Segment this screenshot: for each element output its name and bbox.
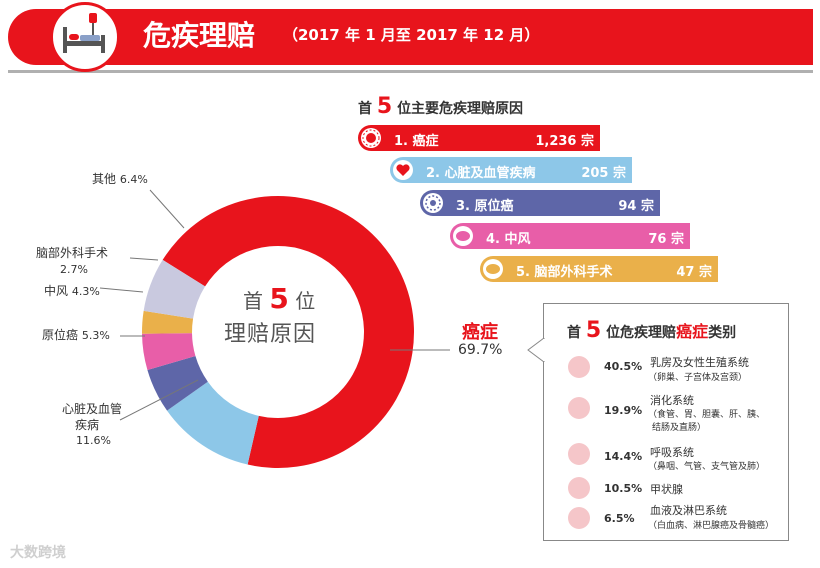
slice-insitu [147, 356, 208, 411]
stomach-icon [568, 397, 590, 419]
top5-bar-value: 205 宗 [581, 166, 626, 181]
slice-cancer [162, 196, 414, 468]
panel-title-post: 类别 [708, 325, 737, 341]
panel-title-pre: 首 [567, 325, 581, 341]
label-brain-pct: 2.7% [60, 263, 88, 276]
brain-stroke-icon [453, 226, 473, 246]
row-sub: （食管、胃、胆囊、肝、胰、 [648, 410, 766, 420]
top5-bar-3: 3. 原位癌 94 宗 [420, 190, 660, 216]
top5-bar-label: 3. 原位癌 [456, 199, 514, 214]
top5-bar-2: 2. 心脏及血管疾病 205 宗 [390, 157, 632, 183]
row-pct: 19.9% [604, 404, 643, 417]
row-pct: 10.5% [604, 482, 643, 495]
label-insitu-pct: 5.3% [81, 329, 110, 342]
label-stroke-pct: 4.3% [71, 285, 100, 298]
leader-other [149, 189, 185, 229]
row-name: 消化系统 [650, 394, 694, 407]
cell-icon [423, 193, 443, 213]
label-insitu: 原位癌 5.3% [42, 326, 110, 343]
label-other-name: 其他 [92, 172, 117, 186]
leader-stroke [99, 287, 144, 293]
uterus-icon [568, 356, 590, 378]
virus-icon [361, 128, 381, 148]
panel-title-mid: 位危疾理赔 [606, 325, 677, 341]
row-sub: （卵巢、子宫体及宫颈） [648, 373, 748, 383]
thyroid-icon [568, 477, 590, 499]
top5-bar-label: 4. 中风 [486, 232, 531, 247]
header-banner [8, 9, 813, 65]
top5-bar-label: 5. 脑部外科手术 [516, 265, 613, 280]
donut-center-post: 位 [295, 289, 316, 313]
row-pct: 6.5% [604, 512, 635, 525]
top5-bar-5: 5. 脑部外科手术 47 宗 [480, 256, 718, 282]
watermark: 大数跨境 [10, 545, 66, 561]
label-insitu-name: 原位癌 [42, 328, 79, 342]
panel-title: 首 5 位危疾理赔癌症类别 [567, 318, 736, 343]
top5-title-post: 位主要危疾理赔原因 [397, 101, 524, 117]
label-cancer-pct: 69.7% [458, 342, 503, 358]
blood-drop-icon [568, 507, 590, 529]
donut-center-line2: 理赔原因 [224, 322, 317, 347]
row-pct: 14.4% [604, 450, 643, 463]
slice-other [143, 259, 206, 319]
label-stroke: 中风 4.3% [44, 282, 100, 299]
top5-bar-label: 2. 心脏及血管疾病 [426, 166, 536, 181]
top5-bar-1: 1. 癌症 1,236 宗 [358, 125, 600, 151]
donut-center-pre: 首 [243, 289, 263, 313]
panel-title-num: 5 [585, 318, 602, 343]
label-stroke-name: 中风 [44, 284, 69, 298]
row-pct: 40.5% [604, 360, 643, 373]
row-name: 甲状腺 [650, 483, 683, 496]
page-title: 危疾理赔 [143, 19, 256, 52]
row-name: 呼吸系统 [650, 446, 694, 459]
leader-brain [129, 257, 159, 261]
top5-bar-value: 1,236 宗 [535, 134, 594, 149]
leader-heart [119, 379, 199, 421]
page-subtitle: （2017 年 1 月至 2017 年 12 月） [283, 26, 540, 44]
top5-title: 首 5 位主要危疾理赔原因 [358, 94, 523, 119]
label-other: 其他 6.4% [92, 170, 148, 187]
row-sub: （鼻咽、气管、支气管及肺） [648, 462, 766, 472]
label-heart-2: 疾病 [75, 418, 100, 432]
slice-brain [142, 310, 194, 334]
row-sub: 结肠及直肠） [652, 423, 707, 433]
label-heart-1: 心脏及血管 [62, 402, 123, 416]
label-cancer: 癌症 [462, 322, 498, 343]
header-divider [8, 70, 813, 73]
brain-icon [483, 259, 503, 279]
heart-icon [393, 160, 413, 180]
cancer-category-panel [543, 303, 789, 541]
row-name: 血液及淋巴系统 [650, 504, 727, 517]
slice-heart [167, 381, 259, 465]
row-sub: （白血病、淋巴腺癌及骨髓癌） [648, 521, 775, 531]
panel-pointer [527, 338, 545, 362]
donut-center-line1: 首 5 位 [243, 282, 315, 315]
top5-bar-value: 76 宗 [648, 232, 684, 247]
top5-bar-value: 47 宗 [676, 265, 712, 280]
top5-title-num: 5 [376, 94, 393, 119]
label-brain: 脑部外科手术 [36, 246, 109, 260]
hospital-bed-icon [50, 2, 120, 72]
row-name: 乳房及女性生殖系统 [650, 356, 749, 369]
top5-title-pre: 首 [358, 101, 372, 117]
slice-stroke [142, 333, 196, 371]
lungs-icon [568, 443, 590, 465]
top5-bar-label: 1. 癌症 [394, 134, 439, 149]
top5-bar-4: 4. 中风 76 宗 [450, 223, 690, 249]
label-heart-pct: 11.6% [76, 434, 111, 447]
top5-bar-value: 94 宗 [618, 199, 654, 214]
label-other-pct: 6.4% [119, 173, 148, 186]
donut-center-num: 5 [269, 282, 289, 315]
panel-title-highlight: 癌症 [676, 322, 709, 341]
